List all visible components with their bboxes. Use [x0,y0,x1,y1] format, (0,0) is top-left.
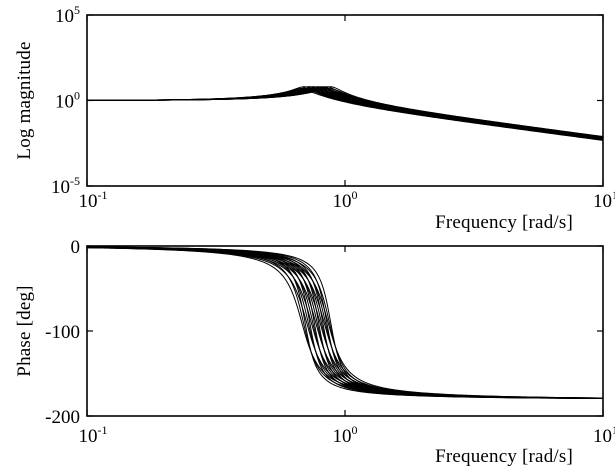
x-tick-label: 100 [333,188,358,212]
y-tick-label: -100 [45,322,80,343]
x-axis-label: Frequency [rad/s] [435,446,573,467]
x-axis-label: Frequency [rad/s] [435,212,573,233]
y-tick-label: 100 [55,89,80,113]
x-tick-label: 101 [593,423,615,447]
curve-family [86,246,604,399]
response-curve [87,86,604,138]
phase-panel: 10-1 100 101 0 -100 -200 Frequency [rad/s] Phas… [14,237,615,467]
y-tick-label: 0 [71,237,81,258]
y-axis-label: Phase [deg] [14,285,35,376]
response-curve [86,246,604,399]
y-tick-label: 10-5 [51,174,80,198]
magnitude-panel: 10-1 100 101 105 100 10-5 Frequency [rad/s] Log… [14,3,615,233]
x-tick-label: 10-1 [79,188,108,212]
y-tick-label: 105 [55,3,80,27]
response-curve [86,89,604,139]
curve-family [86,86,604,141]
x-tick-label: 10-1 [79,423,108,447]
response-curve [86,246,604,399]
plot-frame [86,245,604,417]
x-tick-label: 100 [333,423,358,447]
y-tick-label: -200 [45,407,80,428]
y-axis-label: Log magnitude [14,41,35,159]
x-tick-label: 101 [593,188,615,212]
